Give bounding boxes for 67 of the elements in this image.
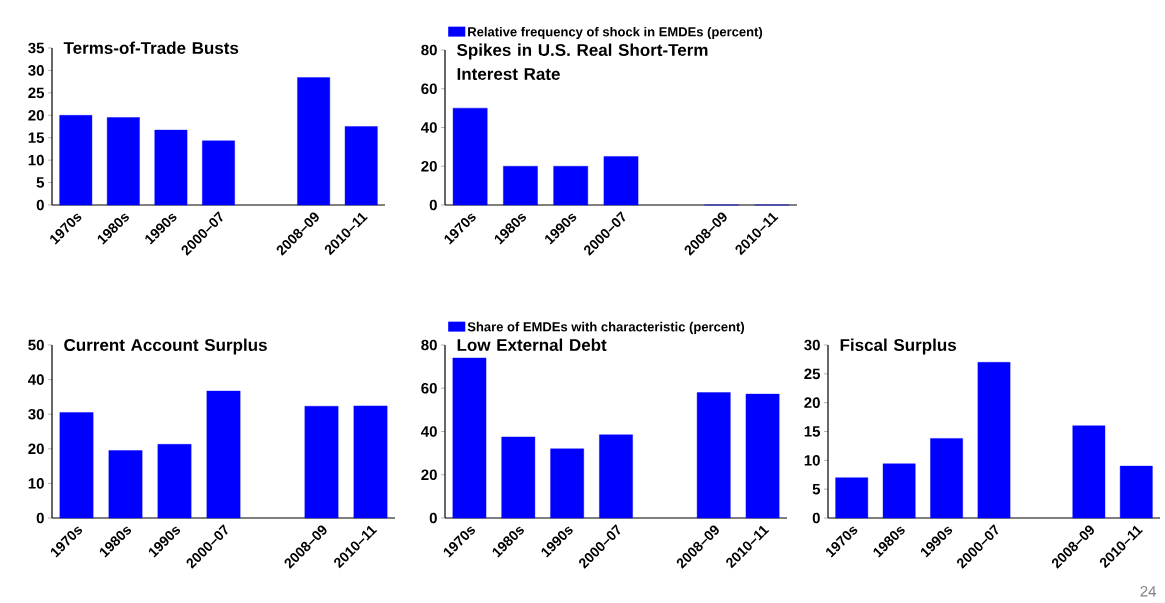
bar	[1072, 425, 1106, 519]
bar	[603, 156, 639, 206]
y-tick-label: 20	[421, 160, 437, 172]
text: 24	[1140, 585, 1157, 597]
y-tick-label: 30	[804, 339, 820, 351]
bar	[297, 77, 331, 206]
bar	[353, 405, 388, 519]
bar	[977, 362, 1011, 519]
legend-label: Share of EMDEs with characteristic (percent)	[467, 321, 745, 334]
bar	[882, 463, 916, 519]
y-tick-label: 0	[812, 512, 820, 524]
y-tick-label: 20	[804, 397, 820, 408]
chart-title: Terms-of-Trade Busts	[63, 41, 239, 55]
chart-title: Spikes in U.S. Real Short-Term Interest Rate	[457, 43, 708, 81]
bar	[108, 450, 143, 519]
bar	[550, 448, 584, 519]
y-tick-label: 15	[28, 132, 45, 143]
y-tick-label: 5	[36, 177, 45, 188]
bar	[503, 166, 538, 206]
y-tick-label: 80	[421, 44, 437, 56]
y-tick-label: 35	[28, 42, 45, 54]
y-tick-label: 20	[28, 109, 44, 121]
bar	[202, 140, 235, 206]
y-tick-label: 20	[421, 469, 437, 481]
y-tick-label: 0	[429, 512, 437, 524]
y-tick-label: 10	[28, 478, 44, 489]
bar	[745, 393, 780, 519]
y-tick-label: 5	[812, 483, 821, 495]
bar	[835, 477, 869, 519]
y-tick-label: 0	[429, 199, 437, 211]
bar	[59, 412, 94, 519]
chart-title: Low External Debt	[457, 338, 607, 352]
y-tick-label: 25	[28, 87, 45, 99]
bar	[553, 166, 589, 206]
bar	[157, 444, 192, 519]
chart-title: Fiscal Surplus	[840, 338, 956, 355]
y-tick-label: 25	[804, 368, 821, 380]
bar	[206, 390, 241, 519]
y-tick-label: 40	[421, 122, 437, 133]
y-tick-label: 60	[421, 382, 437, 394]
legend-label: Relative frequency of shock in EMDEs (percent)	[468, 26, 763, 39]
bar	[452, 107, 488, 206]
y-tick-label: 15	[804, 426, 821, 437]
bar	[344, 126, 378, 206]
bar	[501, 436, 536, 519]
y-tick-label: 0	[36, 199, 44, 211]
y-tick-label: 30	[28, 408, 44, 420]
bar	[930, 438, 963, 519]
bar	[154, 129, 188, 206]
y-tick-label: 10	[28, 154, 44, 166]
bar	[696, 392, 731, 519]
y-tick-label: 60	[421, 83, 437, 95]
y-tick-label: 80	[421, 339, 437, 351]
y-tick-label: 50	[28, 339, 44, 351]
bar	[304, 406, 339, 519]
chart-title: Current Account Surplus	[64, 338, 267, 355]
bar	[599, 434, 633, 519]
bar	[452, 357, 487, 519]
y-tick-label: 20	[28, 443, 44, 455]
y-tick-label: 30	[28, 65, 44, 76]
y-tick-label: 40	[28, 374, 44, 385]
y-tick-label: 0	[36, 512, 44, 524]
bar	[1119, 465, 1153, 519]
y-tick-label: 10	[804, 455, 820, 466]
bar	[59, 115, 93, 206]
y-tick-label: 40	[421, 426, 437, 437]
bar	[106, 117, 140, 206]
